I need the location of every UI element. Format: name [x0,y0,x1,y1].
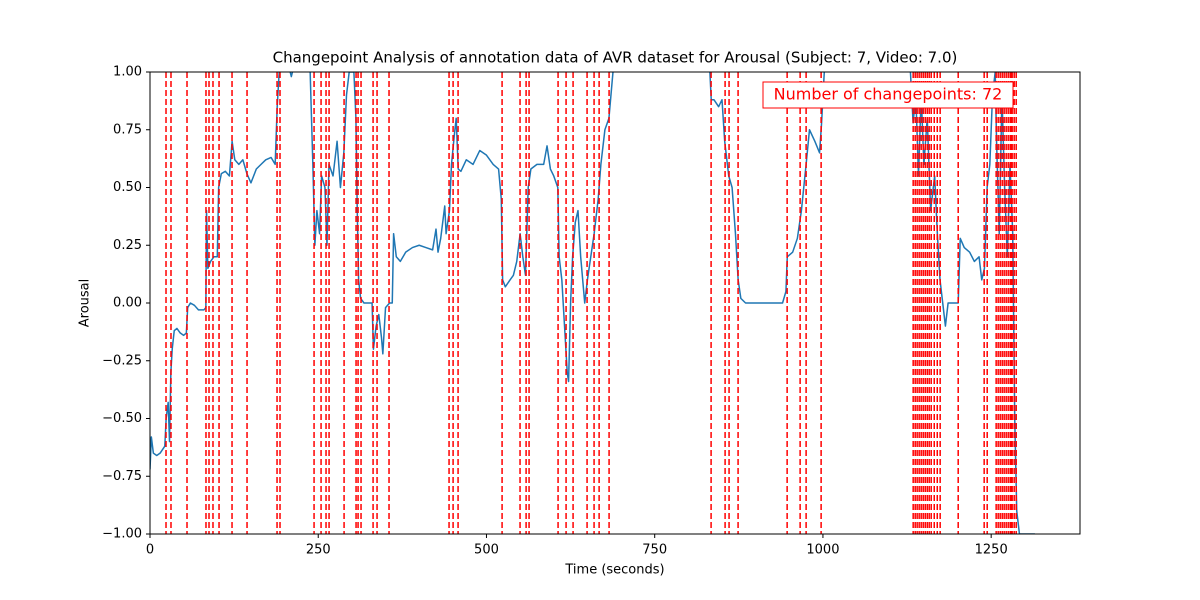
x-tick-label: 0 [146,543,154,558]
y-tick-label: −0.75 [102,469,142,484]
annotation: Number of changepoints: 72 [774,85,1003,104]
x-tick-label: 1250 [975,543,1008,558]
x-tick-label: 1000 [806,543,839,558]
x-axis-label: Time (seconds) [564,563,664,578]
y-tick-label: −0.50 [102,411,142,426]
y-tick-label: −1.00 [102,527,142,542]
x-tick-label: 750 [642,543,667,558]
y-tick-label: 0.25 [113,238,142,253]
x-tick-label: 250 [306,543,331,558]
y-tick-label: 1.00 [113,65,142,80]
plot-area [150,72,1035,534]
y-tick-label: −0.25 [102,353,142,368]
y-tick-label: 0.00 [113,296,142,311]
y-axis-label: Arousal [78,279,93,328]
chart-title: Changepoint Analysis of annotation data … [273,49,958,67]
y-tick-label: 0.50 [113,180,142,195]
annotation-box [762,81,1014,109]
y-tick-label: 0.75 [113,122,142,137]
x-tick-label: 500 [474,543,499,558]
